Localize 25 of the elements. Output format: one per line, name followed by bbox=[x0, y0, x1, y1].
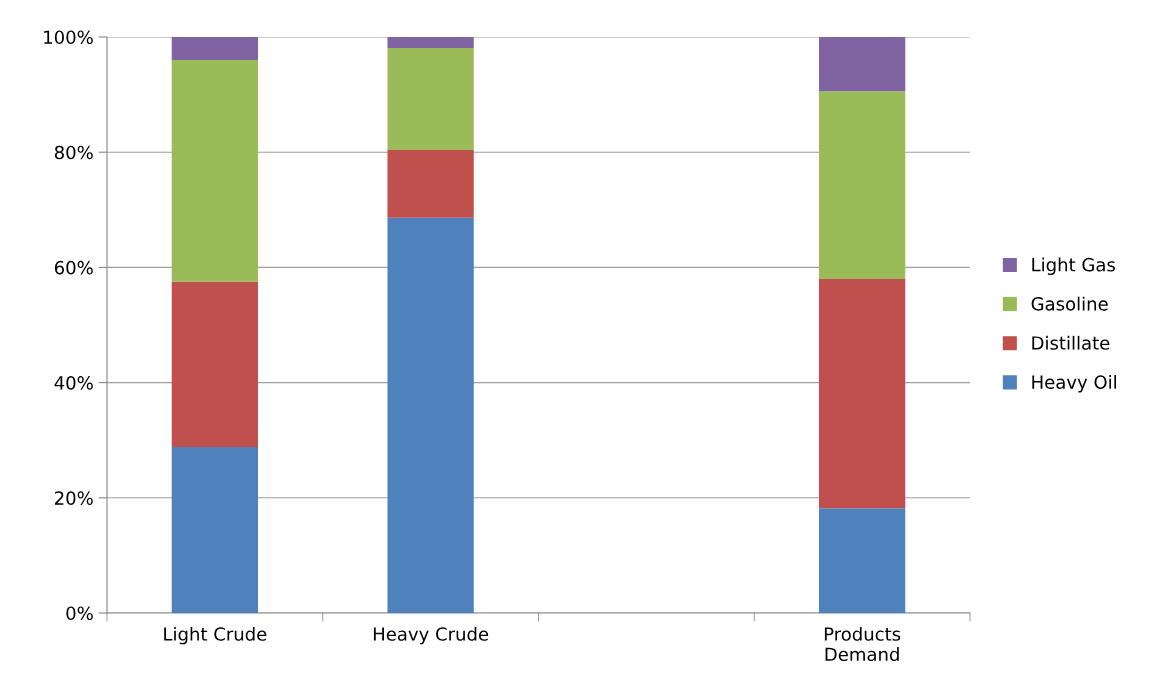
bar bbox=[387, 149, 474, 218]
legend-label: Gasoline bbox=[1031, 296, 1108, 311]
legend-label: Heavy Oil bbox=[1032, 374, 1116, 393]
bar bbox=[387, 37, 474, 48]
y-tick-label: 20% bbox=[55, 491, 93, 505]
bar bbox=[818, 508, 906, 613]
bar bbox=[387, 217, 474, 613]
legend-label: Light Gas bbox=[1032, 257, 1115, 276]
legend-label: Distillate bbox=[1032, 335, 1110, 350]
x-tick-label: Products Demand bbox=[824, 626, 901, 662]
bar bbox=[171, 447, 259, 613]
bar bbox=[171, 37, 259, 61]
bar bbox=[818, 37, 906, 92]
bar bbox=[387, 47, 474, 150]
x-tick-label: Light Crude bbox=[164, 626, 267, 645]
bar bbox=[818, 91, 906, 279]
y-tick-label: 100% bbox=[44, 30, 93, 45]
y-tick-label: 80% bbox=[54, 145, 93, 160]
bar bbox=[818, 278, 906, 509]
y-tick-label: 0% bbox=[66, 606, 93, 621]
y-tick-label: 40% bbox=[54, 376, 93, 390]
bar bbox=[171, 60, 259, 282]
y-tick-label: 60% bbox=[54, 260, 93, 275]
bar bbox=[171, 281, 259, 448]
x-tick-label: Heavy Crude bbox=[373, 626, 489, 645]
